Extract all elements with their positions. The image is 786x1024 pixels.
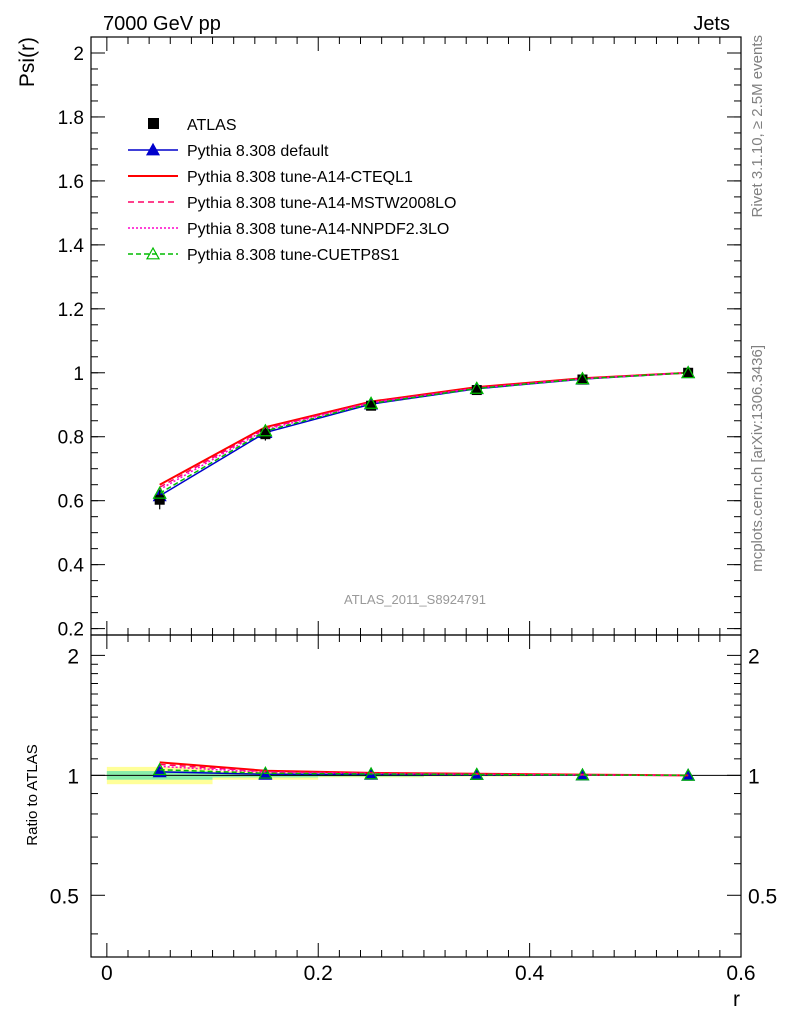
main-series-line — [159, 371, 689, 486]
x-tick-label: 0.4 — [515, 962, 545, 985]
ratio-series-marker — [681, 768, 696, 781]
ratio-panel-frame — [90, 634, 742, 958]
data-point — [683, 367, 694, 378]
ratio-series-marker — [258, 766, 273, 779]
legend: ATLAS Pythia 8.308 default Pythia 8.308 tu… — [128, 117, 456, 264]
main-y-tick-label: 1.4 — [58, 236, 85, 257]
x-axis-label: r — [733, 988, 740, 1011]
main-y-tick-label: 1.6 — [58, 172, 84, 193]
main-series-line — [159, 372, 689, 497]
data-point — [471, 385, 482, 396]
analysis-label: ATLAS_2011_S8924791 — [344, 592, 486, 607]
main-series-line — [159, 372, 689, 491]
legend-item: Pythia 8.308 tune-A14-MSTW2008LO — [128, 195, 456, 212]
rivet-label: Rivet 3.1.10, ≥ 2.5M events — [749, 35, 766, 218]
ratio-series-marker — [575, 767, 590, 781]
legend-item: Pythia 8.308 default — [128, 142, 329, 160]
x-tick-label: 0 — [101, 962, 113, 985]
data-point — [577, 374, 588, 385]
legend-label: Pythia 8.308 tune-A14-NNPDF2.3LO — [187, 221, 449, 238]
ratio-y-tick-label-right: 2 — [748, 645, 760, 668]
legend-label: ATLAS — [187, 117, 237, 134]
ratio-series-line — [159, 768, 689, 777]
main-y-axis-label: Psi(r) — [16, 37, 39, 87]
legend-marker — [145, 142, 161, 156]
legend-label: Pythia 8.308 tune-CUETP8S1 — [187, 247, 400, 264]
main-series-marker — [469, 381, 484, 394]
main-series-line — [159, 372, 689, 494]
main-y-tick-label: 1.8 — [58, 108, 84, 129]
legend-label: Pythia 8.308 tune-A14-CTEQL1 — [187, 169, 413, 186]
legend-item-data: ATLAS — [148, 117, 237, 134]
main-series-marker — [152, 486, 167, 499]
legend-item: Pythia 8.308 tune-A14-CTEQL1 — [128, 169, 413, 186]
main-y-tick-label: 1 — [73, 364, 84, 385]
main-series-marker — [364, 396, 379, 409]
category-label: Jets — [693, 13, 730, 35]
main-y-tick-label: 0.8 — [58, 428, 84, 449]
legend-marker — [145, 246, 161, 260]
legend-item: Pythia 8.308 tune-CUETP8S1 — [128, 246, 400, 264]
ratio-y-tick-label: 0.5 — [50, 885, 79, 908]
ratio-series-marker — [469, 767, 484, 780]
x-tick-label: 0.2 — [304, 962, 333, 985]
main-series-line — [159, 372, 689, 488]
legend-label: Pythia 8.308 default — [187, 143, 329, 160]
ratio-y-axis-label: Ratio to ATLAS — [24, 744, 41, 845]
energy-label: 7000 GeV pp — [103, 13, 221, 35]
ratio-series-marker — [152, 762, 167, 776]
main-y-tick-label: 0.4 — [58, 556, 85, 577]
main-series-marker — [681, 365, 696, 379]
legend-item: Pythia 8.308 tune-A14-NNPDF2.3LO — [128, 221, 449, 238]
ratio-y-tick-label-right: 0.5 — [748, 885, 777, 908]
legend-data-swatch — [148, 118, 159, 129]
ratio-series-marker — [364, 766, 379, 780]
data-point — [366, 400, 377, 411]
data-point — [154, 494, 165, 505]
ratio-y-tick-label: 1 — [67, 765, 79, 788]
main-y-tick-label: 2 — [73, 44, 84, 65]
main-y-tick-label: 0.6 — [58, 492, 84, 513]
main-series-marker — [575, 371, 590, 385]
ratio-y-tick-label-right: 1 — [748, 765, 760, 788]
ratio-panel: 0.5 0.5 1 1 2 2 — [50, 634, 777, 958]
main-panel: 0.2 0.4 0.6 0.8 1 1.2 1.4 1.6 1.8 2 — [58, 36, 742, 641]
mcplots-label: mcplots.cern.ch [arXiv:1306.3436] — [749, 345, 766, 572]
main-y-tick-label: 1.2 — [58, 300, 84, 321]
legend-label: Pythia 8.308 tune-A14-MSTW2008LO — [187, 195, 456, 212]
main-series-marker — [258, 423, 273, 437]
main-y-tick-label: 0.2 — [58, 620, 84, 641]
ratio-y-tick-label: 2 — [67, 645, 79, 668]
x-tick-label: 0.6 — [726, 962, 755, 985]
data-point — [260, 429, 271, 440]
